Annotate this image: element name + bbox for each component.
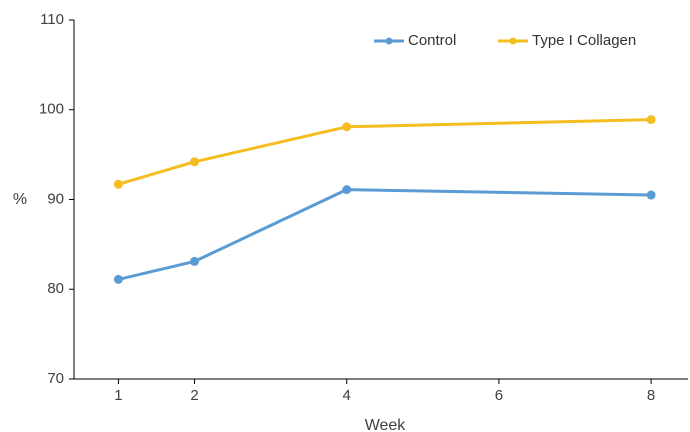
x-tick-label: 8 — [647, 387, 655, 404]
data-point — [646, 190, 656, 200]
data-point — [342, 122, 352, 132]
x-tick-label: 2 — [190, 387, 198, 404]
x-tick-label: 1 — [114, 387, 122, 404]
legend-item: Type I Collagen — [498, 32, 636, 49]
x-tick-label: 6 — [495, 387, 503, 404]
x-tick-label: 4 — [343, 387, 351, 404]
y-tick-label: 100 — [39, 101, 64, 118]
series-line — [116, 118, 653, 186]
y-tick-label: 80 — [47, 280, 64, 297]
y-axis-label: % — [13, 191, 27, 208]
axes — [73, 20, 688, 380]
data-point — [646, 115, 656, 125]
data-point — [113, 179, 123, 189]
series-group — [113, 115, 656, 284]
y-tick-label: 90 — [47, 190, 64, 207]
legend-swatch-marker — [509, 37, 517, 45]
y-ticks: 70 80 90 100 110 — [39, 11, 74, 387]
legend-label: Control — [408, 32, 456, 49]
data-point — [190, 256, 199, 266]
x-ticks: 1 2 4 6 8 — [114, 379, 655, 404]
data-point — [190, 157, 199, 167]
series-2 — [113, 115, 656, 189]
data-point — [342, 185, 352, 195]
data-point — [113, 274, 123, 284]
series-1 — [113, 185, 656, 284]
legend-label: Type I Collagen — [532, 32, 636, 49]
x-axis-label: Week — [365, 417, 407, 432]
series-line — [116, 188, 653, 281]
legend-item: Control — [374, 32, 456, 49]
legend: Control Type I Collagen — [374, 32, 636, 49]
y-tick-label: 110 — [40, 11, 64, 28]
legend-swatch-marker — [385, 37, 393, 45]
y-tick-label: 70 — [47, 370, 64, 387]
